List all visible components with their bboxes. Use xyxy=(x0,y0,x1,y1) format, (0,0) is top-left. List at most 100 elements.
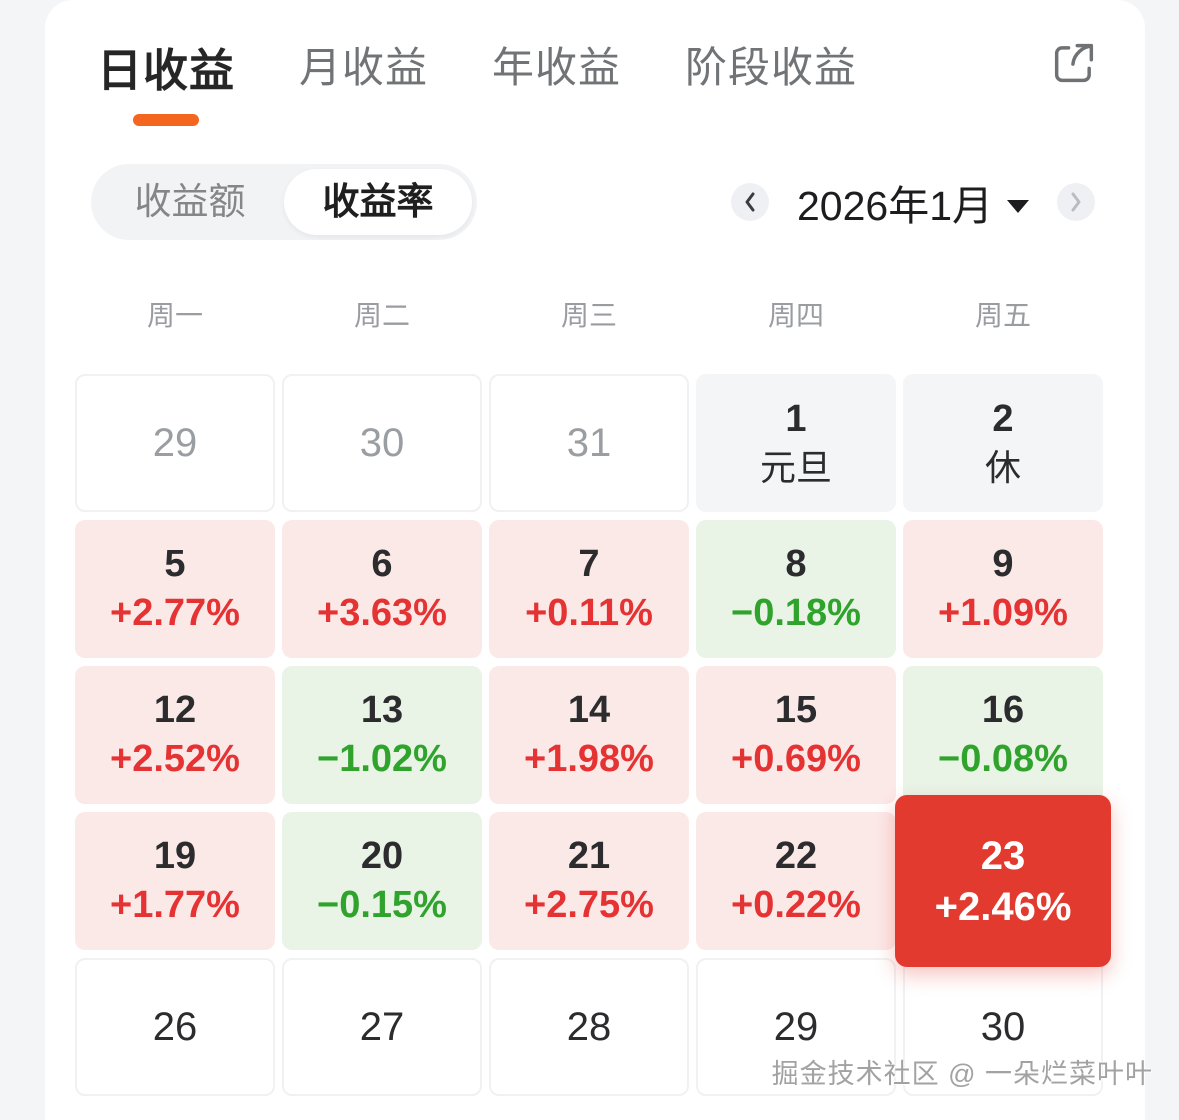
calendar-cell-jan-22[interactable]: 22 +0.22% xyxy=(696,812,896,950)
cell-return-rate: +2.52% xyxy=(110,737,240,780)
calendar-cell-jan-2-rest[interactable]: 2 休 xyxy=(903,374,1103,512)
cell-return-rate: +1.77% xyxy=(110,883,240,926)
watermark-text: 掘金技术社区 @ 一朵烂菜叶叶 xyxy=(771,1059,1153,1089)
calendar-cell-jan-27[interactable]: 27 xyxy=(282,958,482,1096)
cell-day-number: 5 xyxy=(164,542,186,585)
cell-day-number: 6 xyxy=(371,542,393,585)
cell-return-rate: +0.22% xyxy=(731,883,861,926)
toggle-return-rate[interactable]: 收益率 xyxy=(284,169,472,235)
cell-day-number: 21 xyxy=(567,834,611,877)
calendar-cell-jan-16[interactable]: 16 −0.08% xyxy=(903,666,1103,804)
calendar-cell-jan-29[interactable]: 29 xyxy=(696,958,896,1096)
share-icon xyxy=(1054,43,1094,83)
weekday-monday: 周一 xyxy=(146,300,203,331)
toggle-return-amount[interactable]: 收益额 xyxy=(134,181,246,222)
month-label: 2026年1月 xyxy=(796,183,993,229)
calendar-cell-jan-9[interactable]: 9 +1.09% xyxy=(903,520,1103,658)
calendar-cell-jan-23-selected[interactable]: 23 +2.46% xyxy=(895,795,1111,967)
weekday-thursday: 周四 xyxy=(767,300,824,331)
calendar-cell-jan-20[interactable]: 20 −0.15% xyxy=(282,812,482,950)
cell-holiday-label: 休 xyxy=(984,446,1021,488)
tab-monthly-returns[interactable]: 月收益 xyxy=(299,34,428,95)
month-dropdown[interactable]: 2026年1月 xyxy=(797,172,1029,232)
cell-day-number: 30 xyxy=(359,421,405,465)
calendar-cell-jan-30[interactable]: 30 xyxy=(903,958,1103,1096)
weekday-header: 周一 周二 周三 周四 周五 xyxy=(45,294,1145,334)
calendar-cell-jan-26[interactable]: 26 xyxy=(75,958,275,1096)
cell-day-number: 28 xyxy=(566,1005,612,1049)
tab-period-returns[interactable]: 阶段收益 xyxy=(685,34,857,95)
calendar-cell-jan-5[interactable]: 5 +2.77% xyxy=(75,520,275,658)
calendar-cell-jan-8[interactable]: 8 −0.18% xyxy=(696,520,896,658)
cell-day-number: 30 xyxy=(980,1005,1026,1049)
weekday-tuesday: 周二 xyxy=(353,300,410,331)
tab-bar: 日收益 月收益 年收益 阶段收益 xyxy=(45,0,1145,126)
cell-day-number: 7 xyxy=(578,542,600,585)
calendar-cell-jan-28[interactable]: 28 xyxy=(489,958,689,1096)
calendar-cell-dec-29[interactable]: 29 xyxy=(75,374,275,512)
cell-return-rate: +1.09% xyxy=(938,591,1068,634)
caret-down-icon xyxy=(1007,199,1029,213)
cell-day-number: 14 xyxy=(567,688,611,731)
cell-day-number: 19 xyxy=(153,834,197,877)
share-button[interactable] xyxy=(1047,36,1101,90)
chevron-left-icon xyxy=(745,192,755,212)
calendar-cell-jan-15[interactable]: 15 +0.69% xyxy=(696,666,896,804)
cell-day-number: 31 xyxy=(566,421,612,465)
returns-panel: 日收益 月收益 年收益 阶段收益 收益额 收益率 xyxy=(45,0,1145,1120)
tab-daily-returns[interactable]: 日收益 xyxy=(97,34,235,126)
calendar-cell-jan-12[interactable]: 12 +2.52% xyxy=(75,666,275,804)
cell-day-number: 1 xyxy=(785,397,807,440)
calendar-cell-jan-14[interactable]: 14 +1.98% xyxy=(489,666,689,804)
controls-row: 收益额 收益率 2026年1月 xyxy=(45,164,1145,240)
cell-day-number: 23 xyxy=(980,833,1026,878)
calendar-cell-jan-19[interactable]: 19 +1.77% xyxy=(75,812,275,950)
cell-holiday-label: 元旦 xyxy=(759,446,832,488)
calendar-grid: 29 30 31 1 元旦 2 休 5 +2.77% 6 +3.63% 7 xyxy=(45,374,1145,1096)
metric-toggle: 收益额 收益率 xyxy=(91,164,477,240)
calendar-cell-jan-7[interactable]: 7 +0.11% xyxy=(489,520,689,658)
cell-return-rate: +2.77% xyxy=(110,591,240,634)
calendar-cell-jan-21[interactable]: 21 +2.75% xyxy=(489,812,689,950)
cell-return-rate: +0.69% xyxy=(731,737,861,780)
cell-return-rate: −0.15% xyxy=(317,883,447,926)
tab-monthly-label: 月收益 xyxy=(299,44,429,91)
cell-return-rate: +0.11% xyxy=(525,591,653,634)
cell-day-number: 16 xyxy=(981,688,1025,731)
cell-day-number: 26 xyxy=(152,1005,198,1049)
cell-return-rate: +2.46% xyxy=(934,884,1072,929)
tab-yearly-label: 年收益 xyxy=(492,44,622,91)
cell-return-rate: −0.18% xyxy=(731,591,861,634)
tab-yearly-returns[interactable]: 年收益 xyxy=(492,34,621,95)
cell-day-number: 29 xyxy=(773,1005,819,1049)
calendar-cell-jan-1-holiday[interactable]: 1 元旦 xyxy=(696,374,896,512)
cell-return-rate: +1.98% xyxy=(524,737,654,780)
active-tab-underline xyxy=(133,114,199,126)
tab-daily-label: 日收益 xyxy=(97,45,236,96)
prev-month-button[interactable] xyxy=(730,183,769,221)
calendar-cell-jan-13[interactable]: 13 −1.02% xyxy=(282,666,482,804)
cell-day-number: 9 xyxy=(992,542,1014,585)
weekday-friday: 周五 xyxy=(974,300,1031,331)
cell-day-number: 20 xyxy=(360,834,404,877)
calendar-cell-jan-6[interactable]: 6 +3.63% xyxy=(282,520,482,658)
cell-return-rate: −0.08% xyxy=(938,737,1068,780)
cell-day-number: 8 xyxy=(785,542,807,585)
calendar-cell-dec-30[interactable]: 30 xyxy=(282,374,482,512)
tab-period-label: 阶段收益 xyxy=(685,44,858,91)
cell-day-number: 12 xyxy=(153,688,197,731)
weekday-wednesday: 周三 xyxy=(560,300,617,331)
cell-day-number: 27 xyxy=(359,1005,405,1049)
cell-return-rate: +2.75% xyxy=(524,883,654,926)
cell-day-number: 15 xyxy=(774,688,818,731)
cell-day-number: 29 xyxy=(152,421,198,465)
next-month-button[interactable] xyxy=(1057,183,1095,221)
cell-return-rate: +3.63% xyxy=(317,591,447,634)
month-navigator: 2026年1月 xyxy=(730,172,1095,232)
cell-day-number: 22 xyxy=(774,834,818,877)
calendar-cell-dec-31[interactable]: 31 xyxy=(489,374,689,512)
cell-day-number: 2 xyxy=(992,397,1014,440)
cell-return-rate: −1.02% xyxy=(317,737,447,780)
cell-day-number: 13 xyxy=(360,688,404,731)
chevron-right-icon xyxy=(1071,192,1081,212)
